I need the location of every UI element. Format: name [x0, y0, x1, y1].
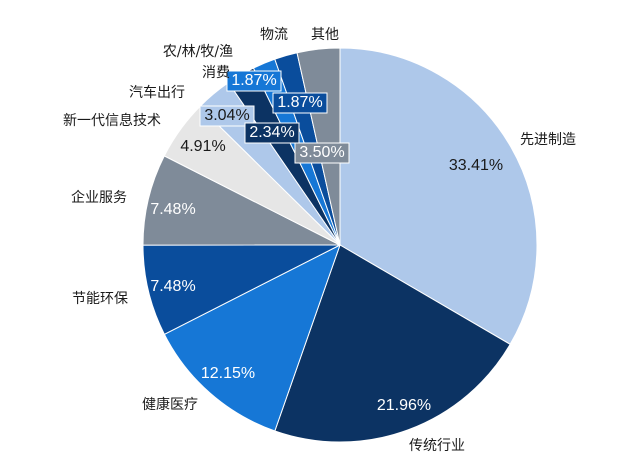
slice-category-label: 传统行业 [409, 438, 465, 454]
slice-value-label: 1.87% [277, 94, 322, 111]
slice-category-label: 其他 [311, 27, 339, 43]
slice-category-label: 汽车出行 [129, 84, 185, 101]
slice-value-box [244, 122, 300, 144]
pie-slice [163, 243, 341, 432]
slice-category-label: 物流 [260, 27, 288, 43]
slice-value-label: 1.87% [231, 72, 276, 89]
slice-category-label: 企业服务 [71, 189, 127, 206]
slice-value-label: 21.96% [377, 397, 431, 414]
slice-value-label: 33.41% [449, 157, 503, 174]
slice-value-label: 3.50% [299, 144, 344, 161]
slice-category-label: 节能环保 [72, 291, 128, 307]
slice-category-label: 先进制造 [520, 132, 576, 148]
slice-value-label: 3.04% [204, 107, 249, 124]
slice-value-label: 4.91% [180, 138, 225, 155]
slice-category-label: 消费 [202, 65, 230, 81]
slice-category-label: 农/林/牧/渔 [163, 44, 233, 60]
slice-value-label: 7.48% [150, 278, 195, 295]
slice-value-box [272, 92, 328, 114]
pie-slice [274, 244, 511, 443]
pie-slice [339, 47, 538, 345]
slice-value-label: 7.48% [150, 201, 195, 218]
slice-category-label: 新一代信息技术 [63, 112, 161, 129]
slice-value-box [199, 105, 255, 127]
slice-value-box [226, 70, 282, 92]
slice-value-label: 12.15% [201, 365, 255, 382]
slice-value-label: 2.34% [249, 124, 294, 141]
slice-category-label: 健康医疗 [142, 396, 198, 413]
slice-value-box [294, 142, 350, 164]
